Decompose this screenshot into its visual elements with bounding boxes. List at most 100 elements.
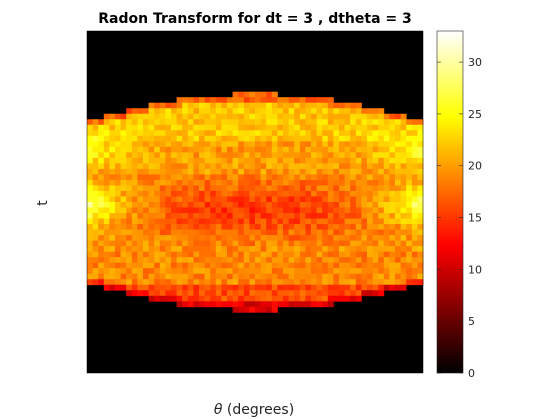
heatmap-cell <box>87 168 93 175</box>
heatmap-cell <box>367 218 373 225</box>
heatmap-cell <box>417 196 424 203</box>
heatmap-cell <box>232 229 239 236</box>
heatmap-cell <box>322 174 329 181</box>
heatmap-cell <box>249 163 256 170</box>
heatmap-cell <box>182 207 189 214</box>
heatmap-cell <box>400 130 407 137</box>
heatmap-cell <box>288 295 295 302</box>
heatmap-cell <box>266 257 273 264</box>
heatmap-cell <box>115 251 121 258</box>
heatmap-cell <box>260 179 267 186</box>
heatmap-cell <box>327 179 334 186</box>
heatmap-cell <box>193 284 200 291</box>
heatmap-cell <box>176 146 183 153</box>
heatmap-cell <box>243 168 250 175</box>
heatmap-cell <box>232 257 239 264</box>
heatmap-cell <box>271 185 278 192</box>
heatmap-cell <box>383 235 390 242</box>
heatmap-cell <box>311 113 317 120</box>
heatmap-cell <box>143 284 149 291</box>
heatmap-cell <box>187 135 194 142</box>
heatmap-cell <box>249 130 256 137</box>
heatmap-cell <box>277 135 284 142</box>
heatmap-cell <box>305 124 312 131</box>
heatmap-cell <box>176 185 183 192</box>
heatmap-cell <box>260 246 267 253</box>
heatmap-cell <box>210 251 217 258</box>
heatmap-cell <box>400 246 407 253</box>
heatmap-cell <box>283 163 289 170</box>
heatmap-cell <box>339 119 345 126</box>
heatmap-cell <box>400 213 407 219</box>
heatmap-cell <box>154 262 161 269</box>
heatmap-cell <box>271 290 278 297</box>
heatmap-cell <box>355 251 362 258</box>
heatmap-cell <box>266 218 273 225</box>
heatmap-cell <box>215 246 222 253</box>
heatmap-cell <box>165 202 172 208</box>
heatmap-cell <box>238 124 245 131</box>
heatmap-cell <box>299 273 306 280</box>
heatmap-cell <box>154 113 161 120</box>
heatmap-cell <box>355 268 362 275</box>
heatmap-cell <box>87 152 93 159</box>
heatmap-cell <box>210 240 217 247</box>
heatmap-cell <box>271 251 278 258</box>
heatmap-cell <box>159 102 166 109</box>
heatmap-cell <box>378 157 385 164</box>
heatmap-cell <box>193 108 200 115</box>
heatmap-cell <box>165 168 172 175</box>
heatmap-cell <box>283 179 289 186</box>
heatmap-cell <box>361 246 368 253</box>
heatmap-cell <box>355 257 362 264</box>
heatmap-cell <box>204 240 211 247</box>
heatmap-cell <box>165 146 172 153</box>
heatmap-cell <box>395 268 401 275</box>
heatmap-cell <box>378 190 385 197</box>
heatmap-cell <box>288 185 295 192</box>
y-axis-label: t <box>35 200 51 206</box>
heatmap-cell <box>159 202 166 208</box>
heatmap-cell <box>372 224 379 230</box>
heatmap-cell <box>305 119 312 126</box>
heatmap-cell <box>98 213 105 219</box>
heatmap-cell <box>339 141 345 148</box>
heatmap-cell <box>154 168 161 175</box>
heatmap-cell <box>92 135 99 142</box>
heatmap-cell <box>171 262 177 269</box>
heatmap-cell <box>243 273 250 280</box>
heatmap-cell <box>266 97 273 104</box>
heatmap-cell <box>238 229 245 236</box>
heatmap-cell <box>378 179 385 186</box>
heatmap-cell <box>311 124 317 131</box>
heatmap-cell <box>249 251 256 258</box>
heatmap-cell <box>210 146 217 153</box>
heatmap-cell <box>361 168 368 175</box>
heatmap-cell <box>227 202 233 208</box>
heatmap-cell <box>372 130 379 137</box>
heatmap-cell <box>193 141 200 148</box>
heatmap-cell <box>283 202 289 208</box>
heatmap-cell <box>98 268 105 275</box>
heatmap-cell <box>255 224 261 230</box>
heatmap-cell <box>176 135 183 142</box>
heatmap-cell <box>120 224 127 230</box>
heatmap-cell <box>322 246 329 253</box>
heatmap-cell <box>103 251 110 258</box>
heatmap-cell <box>305 97 312 104</box>
heatmap-cell <box>159 218 166 225</box>
heatmap-cell <box>288 179 295 186</box>
heatmap-cell <box>120 185 127 192</box>
heatmap-cell <box>277 290 284 297</box>
heatmap-cell <box>316 279 323 286</box>
heatmap-cell <box>92 168 99 175</box>
colorbar-tick-label: 5 <box>468 315 475 328</box>
heatmap-cell <box>311 130 317 137</box>
heatmap-cell <box>143 190 149 197</box>
heatmap-cell <box>411 213 418 219</box>
heatmap-cell <box>400 146 407 153</box>
heatmap-cell <box>187 185 194 192</box>
heatmap-cell <box>327 113 334 120</box>
heatmap-cell <box>288 119 295 126</box>
heatmap-cell <box>277 229 284 236</box>
